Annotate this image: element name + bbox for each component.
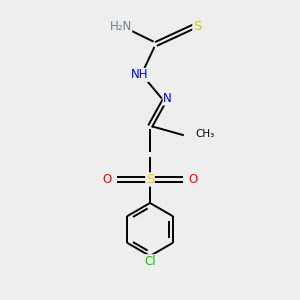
- Text: N: N: [163, 92, 172, 105]
- Text: O: O: [103, 173, 112, 186]
- Text: NH: NH: [131, 68, 148, 81]
- Text: CH₃: CH₃: [196, 129, 215, 139]
- Text: Cl: Cl: [144, 255, 156, 268]
- Text: S: S: [193, 20, 201, 33]
- Text: H₂N: H₂N: [110, 20, 132, 33]
- Text: O: O: [188, 173, 197, 186]
- Text: S: S: [146, 173, 154, 186]
